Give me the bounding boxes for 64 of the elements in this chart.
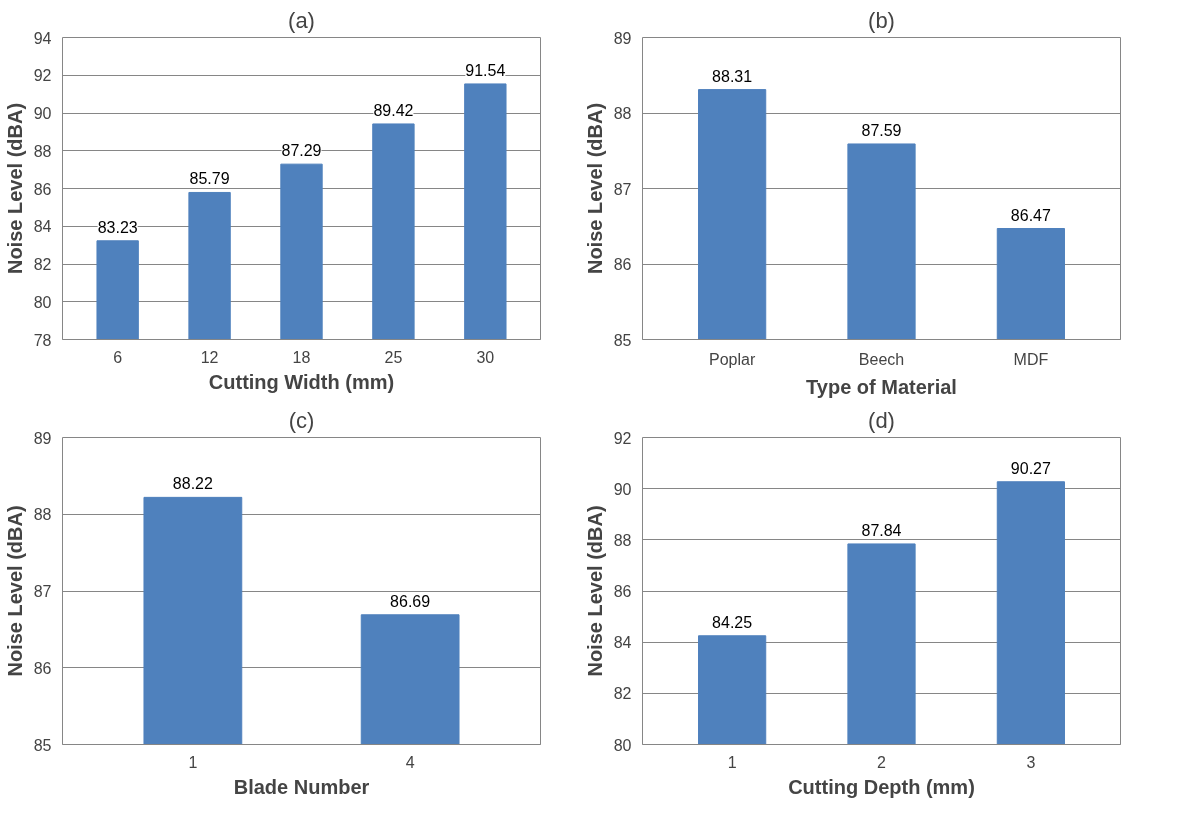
x-tick-label: 3 [1026, 753, 1036, 771]
x-tick-label: 18 [292, 348, 311, 366]
y-tick-label: 89 [613, 29, 632, 47]
y-tick-label: 90 [613, 480, 632, 498]
y-tick-label: 87 [613, 180, 632, 198]
y-tick-label: 88 [33, 142, 52, 160]
chart-title: (a) [288, 7, 315, 33]
data-label: 87.59 [861, 121, 902, 139]
x-tick-label: 30 [476, 348, 495, 366]
y-tick-label: 84 [33, 218, 52, 236]
x-tick-label: 2 [877, 753, 887, 771]
data-label: 89.42 [373, 101, 414, 119]
y-tick-label: 87 [33, 583, 52, 600]
y-tick-label: 88 [613, 105, 632, 122]
x-tick-label: 1 [188, 753, 198, 771]
y-tick-label: 84 [613, 634, 632, 652]
x-tick-label: 1 [727, 753, 737, 771]
data-label: 87.84 [861, 521, 902, 539]
y-tick-label: 92 [613, 429, 632, 447]
data-label: 86.47 [1010, 206, 1051, 224]
x-tick-label: Poplar [709, 350, 756, 368]
y-tick-label: 82 [613, 685, 632, 703]
x-tick-label: 4 [405, 753, 415, 771]
x-axis-title: Cutting Depth (mm) [788, 775, 975, 798]
data-label: 88.22 [172, 475, 213, 493]
y-tick-label: 86 [613, 256, 632, 273]
y-axis-title: Noise Level (dBA) [3, 505, 26, 677]
x-tick-label: 6 [113, 348, 123, 366]
y-tick-label: 85 [613, 331, 632, 349]
x-tick-label: MDF [1013, 350, 1049, 368]
y-axis-title: Noise Level (dBA) [583, 102, 606, 275]
y-tick-label: 90 [33, 105, 52, 122]
x-tick-label: 25 [384, 348, 403, 366]
x-axis-title: Blade Number [233, 775, 370, 798]
data-label: 87.29 [281, 142, 322, 160]
chart-title: (c) [288, 407, 315, 433]
data-label: 91.54 [465, 61, 506, 79]
data-label: 86.69 [390, 592, 431, 610]
chart-title: (b) [868, 7, 895, 33]
y-tick-label: 86 [33, 659, 52, 677]
data-label: 84.25 [712, 613, 753, 631]
y-tick-label: 86 [613, 583, 632, 600]
x-axis-title: Type of Material [806, 375, 957, 398]
y-axis-title: Noise Level (dBA) [583, 505, 606, 677]
y-tick-label: 78 [33, 331, 52, 349]
y-tick-label: 88 [613, 531, 632, 549]
x-tick-label: 12 [200, 348, 219, 366]
data-label: 88.31 [712, 67, 753, 85]
y-tick-label: 86 [33, 180, 52, 198]
y-axis-title: Noise Level (dBA) [3, 102, 26, 275]
x-tick-label: Beech [858, 350, 905, 368]
y-tick-label: 89 [33, 429, 52, 447]
data-label: 85.79 [189, 170, 230, 188]
y-tick-label: 88 [33, 506, 52, 524]
x-axis-title: Cutting Width (mm) [208, 370, 395, 393]
data-label: 83.23 [97, 218, 138, 236]
y-tick-label: 92 [33, 67, 52, 85]
y-tick-label: 80 [613, 736, 632, 754]
y-tick-label: 94 [33, 29, 52, 47]
chart-title: (d) [868, 407, 895, 433]
y-tick-label: 80 [33, 293, 52, 311]
data-label: 90.27 [1010, 459, 1051, 477]
y-tick-label: 85 [33, 736, 52, 754]
y-tick-label: 82 [33, 256, 52, 273]
